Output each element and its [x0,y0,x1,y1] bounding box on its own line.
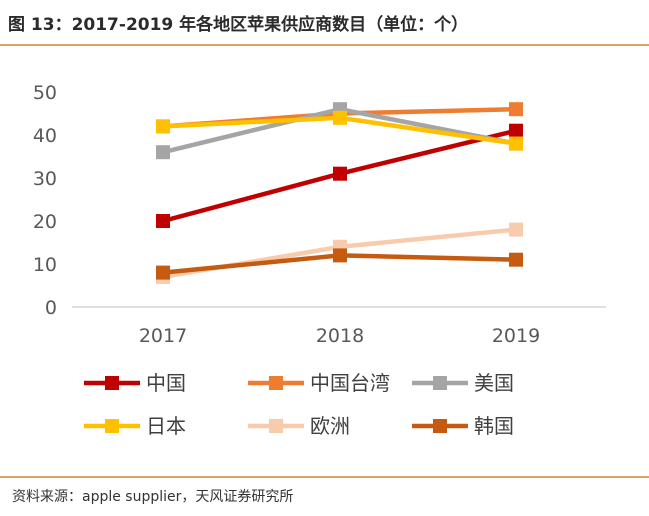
y-tick-label: 40 [33,125,57,147]
chart-series-lines [156,102,523,284]
legend-item: 欧洲 [248,414,350,438]
data-point [509,123,523,138]
series-0 [156,123,523,228]
data-point [509,102,523,117]
data-point [333,166,347,181]
data-point [156,145,170,160]
legend-label: 中国台湾 [310,371,390,395]
y-tick-label: 20 [33,211,57,233]
figure-title: 图 13：2017-2019 年各地区苹果供应商数目（单位：个） [8,15,469,35]
legend-item: 中国 [84,371,186,395]
legend-marker-swatch [433,376,447,390]
x-tick-label: 2017 [139,325,187,347]
chart-axes: 0 10 20 30 40 50 2017 2018 2019 [33,82,606,347]
legend-item: 韩国 [412,414,514,438]
legend-item: 美国 [412,371,514,395]
legend-label: 欧洲 [310,414,350,438]
legend-label: 美国 [474,371,514,395]
data-point [156,119,170,134]
data-point [333,110,347,125]
x-tick-label: 2018 [316,325,364,347]
source-note: 资料来源：apple supplier，天风证券研究所 [12,489,294,505]
x-tick-label: 2019 [492,325,540,347]
legend-item: 中国台湾 [248,371,390,395]
title-divider [0,44,649,46]
legend-marker-swatch [105,376,119,390]
series-5 [156,248,523,280]
data-point [156,265,170,280]
y-tick-label: 0 [45,297,57,319]
legend-label: 中国 [146,371,186,395]
data-point [156,214,170,228]
y-tick-label: 30 [33,168,57,190]
y-tick-label: 50 [33,82,57,104]
legend-item: 日本 [84,414,186,438]
data-point [509,222,523,237]
data-point [509,136,523,151]
data-point [333,248,347,263]
data-point [509,252,523,267]
series-3 [156,110,523,151]
y-tick-label: 10 [33,254,57,276]
source-divider [0,476,649,478]
legend-marker-swatch [433,419,447,433]
legend-marker-swatch [269,376,283,390]
legend-marker-swatch [105,419,119,433]
legend-label: 韩国 [474,414,514,438]
legend-marker-swatch [269,419,283,433]
legend-label: 日本 [146,414,186,438]
